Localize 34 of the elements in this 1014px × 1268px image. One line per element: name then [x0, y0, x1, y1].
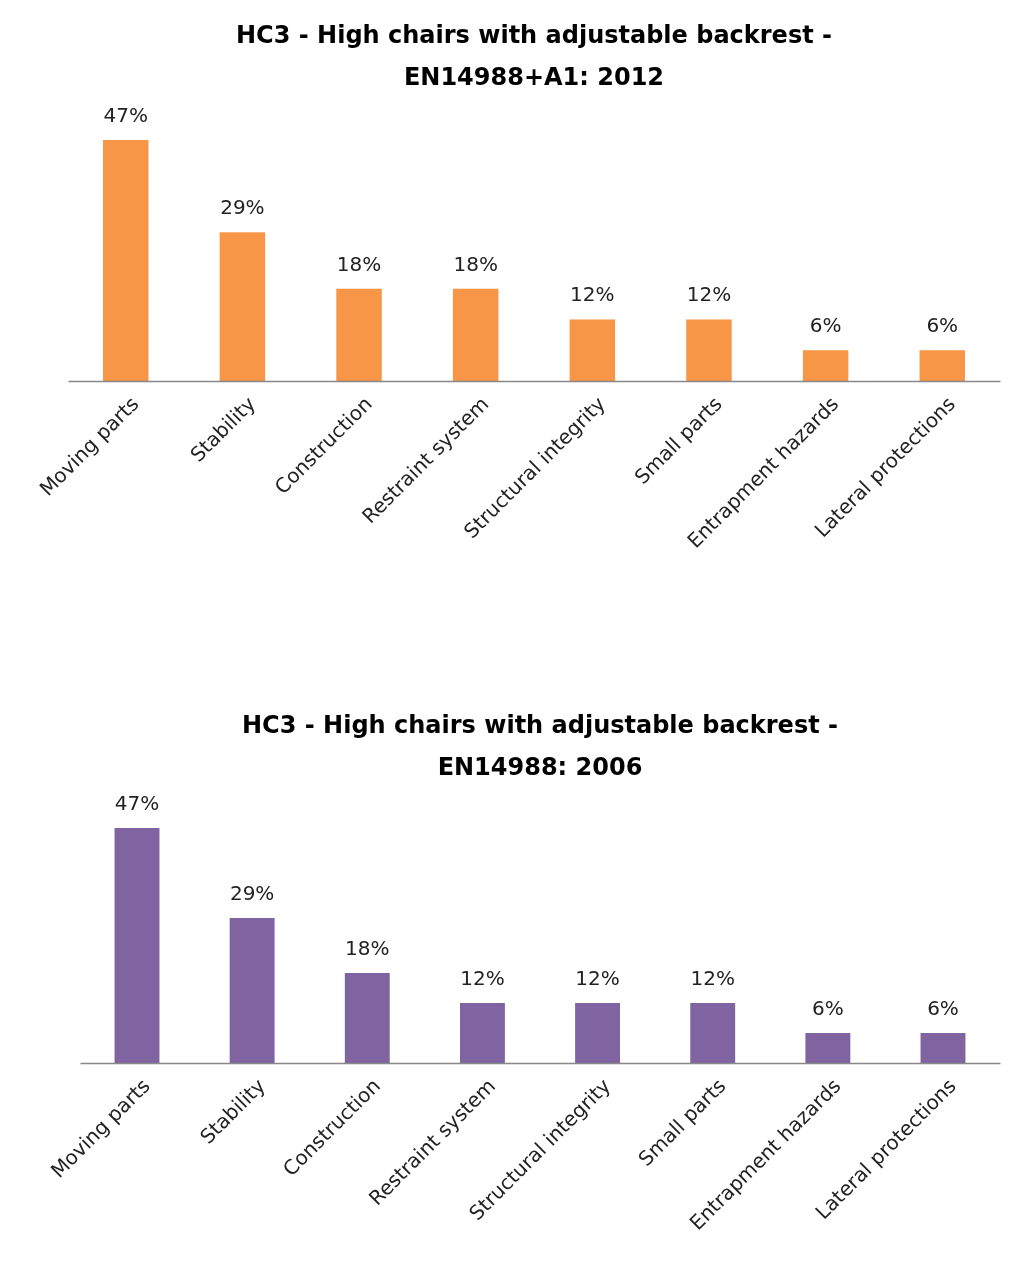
bar — [686, 319, 732, 381]
bar — [805, 1033, 851, 1063]
bar — [229, 918, 275, 1063]
data-label: 12% — [686, 282, 732, 307]
bar — [219, 232, 266, 381]
bar — [452, 288, 499, 381]
data-label: 6% — [809, 313, 842, 338]
bar — [344, 973, 390, 1063]
data-label: 12% — [570, 282, 615, 307]
bar — [459, 1003, 505, 1063]
data-label: 6% — [811, 996, 844, 1020]
bar — [919, 350, 966, 381]
chart-title: HC3 - High chairs with adjustable backrest - EN14988+A1: 2012 — [236, 21, 832, 92]
data-label: 47% — [114, 791, 160, 815]
bar — [102, 140, 149, 381]
bar — [336, 288, 382, 381]
data-label: 12% — [460, 966, 505, 990]
data-label: 29% — [220, 195, 265, 220]
data-label: 18% — [336, 251, 382, 276]
bar — [690, 1003, 736, 1063]
bar — [802, 350, 849, 381]
bar — [575, 1003, 621, 1063]
chart-title: HC3 - High chairs with adjustable backrest - EN14988: 2006 — [242, 711, 838, 782]
data-label: 18% — [345, 936, 390, 960]
data-label: 18% — [453, 251, 498, 276]
bar — [569, 319, 616, 381]
data-label: 12% — [575, 966, 620, 990]
data-label: 6% — [926, 313, 959, 338]
data-label: 12% — [690, 966, 735, 990]
bar — [114, 828, 160, 1063]
data-label: 29% — [229, 881, 275, 905]
data-label: 47% — [103, 103, 148, 127]
bar — [920, 1033, 966, 1063]
data-label: 6% — [927, 996, 959, 1020]
